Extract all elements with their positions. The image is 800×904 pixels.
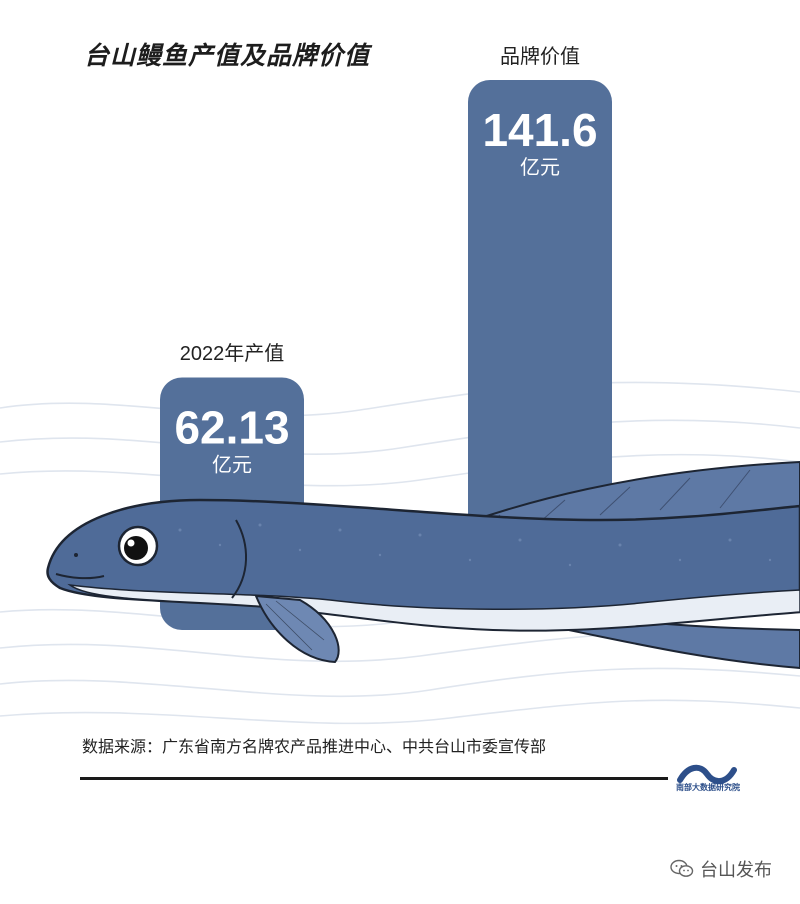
logo-text: 南部大数据研究院 — [676, 783, 740, 792]
watermark-text: 台山发布 — [700, 860, 772, 880]
divider — [80, 777, 668, 780]
bar-unit-label: 亿元 — [212, 453, 252, 476]
watermark: 台山发布 — [670, 856, 772, 882]
bar-unit-label: 亿元 — [520, 156, 560, 179]
wechat-icon — [670, 859, 694, 877]
bar-value-label: 62.13 — [174, 401, 289, 453]
category-label: 品牌价值 — [500, 46, 580, 68]
bar-value-label: 141.6 — [482, 104, 597, 156]
eel-pectoral-fin — [254, 594, 340, 664]
chart-title: 台山鳗鱼产值及品牌价值 — [84, 42, 371, 70]
eel-belly — [67, 583, 800, 632]
wave-logo-icon — [677, 764, 737, 784]
source-note: 数据来源：广东省南方名牌农产品推进中心、中共台山市委宣传部 — [82, 739, 547, 756]
category-label: 2022年产值 — [179, 343, 285, 366]
